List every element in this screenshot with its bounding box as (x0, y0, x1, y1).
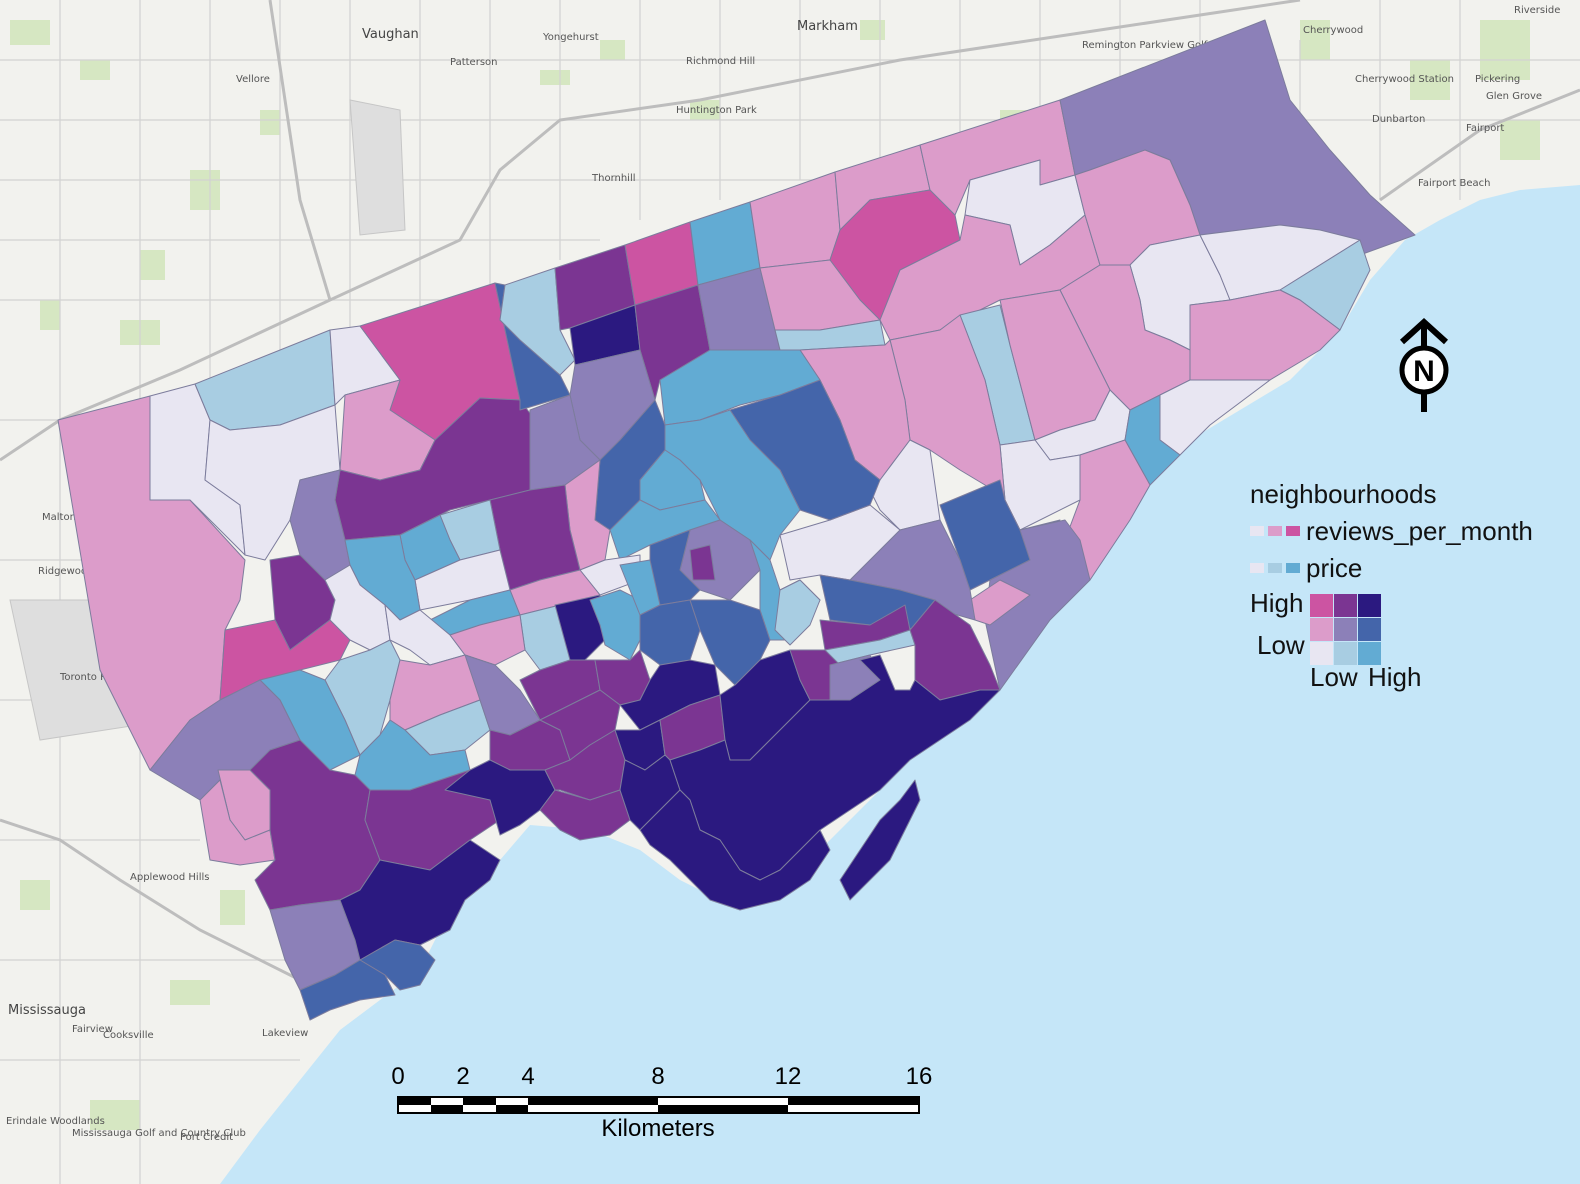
neighbourhood[interactable] (554, 594, 606, 661)
north-label: N (1413, 355, 1435, 388)
legend-high-label: High (1250, 588, 1303, 618)
scale-tick-label: 4 (521, 1063, 534, 1090)
toronto-island[interactable] (839, 779, 921, 901)
legend-swatch-reviews (1250, 526, 1300, 536)
svg-text:Applewood Hills: Applewood Hills (130, 872, 209, 883)
greenspace-layer (10, 20, 1540, 1130)
svg-text:Thornhill: Thornhill (591, 173, 636, 184)
north-arrow-icon: N (1399, 317, 1449, 412)
legend-bivariate-grid (1310, 594, 1381, 665)
scale-tick-label: 2 (456, 1063, 469, 1090)
svg-text:Lakeview: Lakeview (262, 1028, 308, 1039)
svg-text:Yongehurst: Yongehurst (542, 32, 599, 43)
svg-text:Erindale Woodlands: Erindale Woodlands (6, 1116, 105, 1127)
svg-text:Cherrywood: Cherrywood (1303, 25, 1363, 36)
neighbourhoods-layer[interactable] (57, 19, 1416, 1021)
neighbourhood[interactable] (1064, 439, 1151, 581)
scale-bar: 0 2 4 8 12 16 Kilometers (391, 1063, 932, 1142)
scale-unit: Kilometers (601, 1115, 714, 1142)
svg-text:Pickering: Pickering (1475, 74, 1520, 85)
neighbourhood[interactable] (589, 589, 641, 661)
svg-text:Riverside: Riverside (1514, 5, 1560, 16)
highways (0, 0, 1580, 982)
svg-text:Cherrywood Station: Cherrywood Station (1355, 74, 1454, 85)
neighbourhood[interactable] (984, 519, 1091, 691)
svg-text:Ridgewood: Ridgewood (38, 566, 93, 577)
legend-var2: price (1306, 553, 1362, 583)
scale-tick-label: 8 (651, 1063, 664, 1090)
legend: neighbourhoods reviews_per_month price H… (1250, 479, 1533, 692)
svg-text:Glen Grove: Glen Grove (1486, 91, 1542, 102)
neighbourhood[interactable] (639, 789, 831, 911)
neighbourhood[interactable] (854, 439, 941, 531)
neighbourhood[interactable] (359, 939, 436, 991)
legend-bottom-low: Low (1310, 662, 1358, 692)
svg-text:Dunbarton: Dunbarton (1372, 114, 1425, 125)
svg-text:Remington Parkview Golf Club: Remington Parkview Golf Club (1082, 40, 1233, 51)
legend-var1: reviews_per_month (1306, 516, 1533, 546)
neighbourhood[interactable] (774, 579, 821, 646)
svg-text:Fairview: Fairview (72, 1024, 113, 1035)
legend-bottom-high: High (1368, 662, 1421, 692)
svg-text:Mississauga: Mississauga (8, 1003, 86, 1018)
svg-text:Markham: Markham (797, 19, 858, 34)
neighbourhood[interactable] (539, 689, 621, 761)
svg-text:Vellore: Vellore (236, 74, 270, 85)
scale-tick-label: 12 (775, 1063, 802, 1090)
svg-text:Patterson: Patterson (450, 57, 497, 68)
neighbourhood[interactable] (689, 544, 716, 581)
svg-text:Malton: Malton (42, 512, 76, 523)
svg-text:Cooksville: Cooksville (103, 1030, 154, 1041)
svg-text:Fairport Beach: Fairport Beach (1418, 178, 1491, 189)
svg-text:Richmond Hill: Richmond Hill (686, 56, 755, 67)
svg-text:Vaughan: Vaughan (362, 27, 419, 42)
scale-tick-label: 0 (391, 1063, 404, 1090)
svg-text:Port Credit: Port Credit (180, 1132, 233, 1143)
svg-text:Fairport: Fairport (1466, 123, 1504, 134)
legend-title: neighbourhoods (1250, 479, 1437, 509)
neighbourhood[interactable] (299, 959, 396, 1021)
svg-text:Mississauga Golf and Country C: Mississauga Golf and Country Club (72, 1128, 246, 1139)
legend-low-label: Low (1257, 630, 1305, 660)
svg-text:Huntington Park: Huntington Park (676, 105, 757, 116)
neighbourhood[interactable] (639, 599, 701, 666)
legend-swatch-price (1250, 563, 1300, 573)
scale-tick-label: 16 (906, 1063, 933, 1090)
